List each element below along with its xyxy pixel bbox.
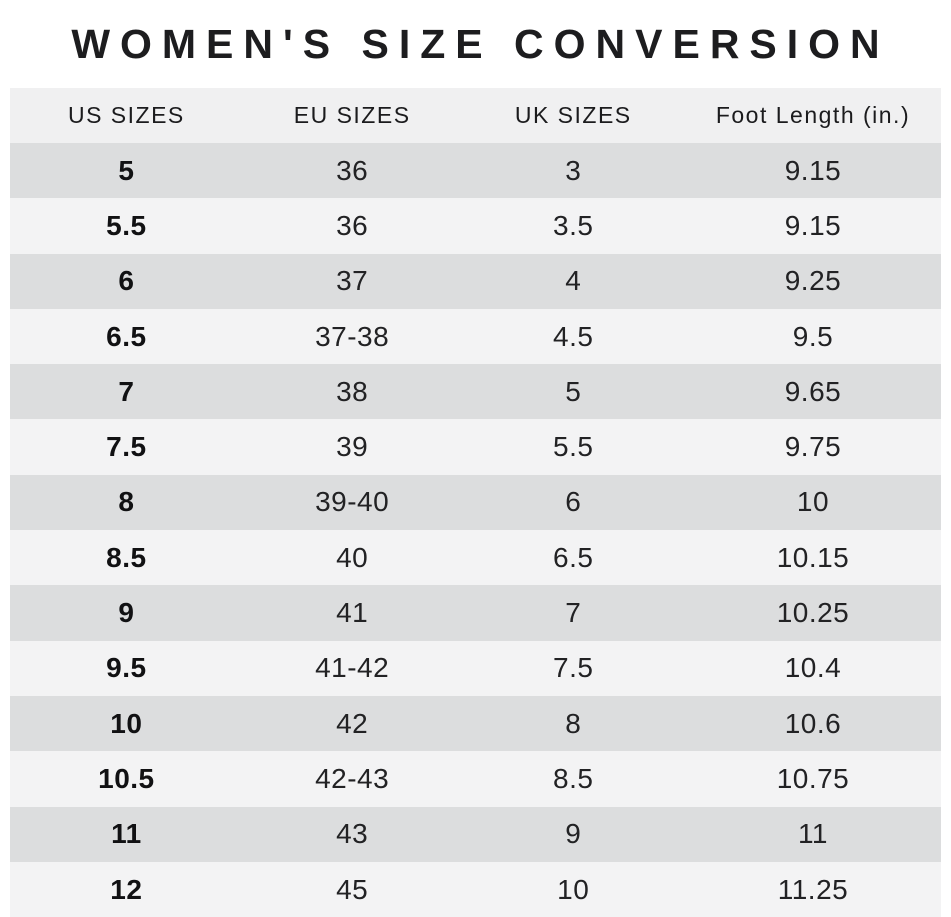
- foot-length-cell: 9.15: [784, 154, 842, 186]
- table-row: 10 42 8 10.6: [10, 695, 941, 752]
- column-header-eu-sizes: EU SIZES: [242, 88, 462, 143]
- uk-size-cell: 4.5: [553, 320, 594, 352]
- eu-size-cell: 38: [336, 375, 369, 407]
- us-size-cell: 8.5: [106, 541, 147, 573]
- uk-size-cell: 7.5: [553, 652, 594, 684]
- table-row: 6.5 37-38 4.5 9.5: [10, 308, 941, 365]
- table-row: 7 38 5 9.65: [10, 364, 941, 420]
- us-size-cell: 6.5: [106, 320, 147, 352]
- title-bar: WOMEN'S SIZE CONVERSION: [0, 0, 951, 88]
- uk-size-cell: 8.5: [553, 762, 594, 794]
- size-conversion-table: US SIZES EU SIZES UK SIZES Foot Length (…: [10, 88, 941, 917]
- foot-length-cell: 11.25: [777, 873, 849, 905]
- uk-size-cell: 5: [565, 375, 582, 407]
- eu-size-cell: 41-42: [315, 652, 390, 684]
- foot-length-cell: 9.25: [784, 265, 842, 297]
- table-row: 6 37 4 9.25: [10, 253, 941, 309]
- column-header-us-sizes: US SIZES: [10, 88, 243, 143]
- page-title: WOMEN'S SIZE CONVERSION: [71, 20, 890, 67]
- table-row: 5.5 36 3.5 9.15: [10, 198, 941, 254]
- uk-size-cell: 10: [557, 873, 590, 905]
- eu-size-cell: 40: [336, 541, 369, 573]
- us-size-cell: 9: [118, 597, 135, 629]
- eu-size-cell: 36: [336, 154, 369, 186]
- uk-size-cell: 8: [565, 707, 582, 739]
- us-size-cell: 9.5: [106, 652, 147, 684]
- uk-size-cell: 3.5: [553, 209, 594, 241]
- foot-length-cell: 9.75: [784, 431, 842, 463]
- foot-length-cell: 11: [797, 818, 829, 850]
- eu-size-cell: 42: [336, 707, 369, 739]
- eu-size-cell: 39-40: [315, 486, 390, 518]
- eu-size-cell: 37-38: [315, 320, 390, 352]
- uk-size-cell: 5.5: [553, 431, 594, 463]
- us-size-cell: 8: [118, 486, 135, 518]
- us-size-cell: 10.5: [98, 762, 155, 794]
- table-row: 12 45 10 11.25: [10, 861, 941, 917]
- table-row: 11 43 9 11: [10, 806, 941, 862]
- us-size-cell: 6: [118, 265, 135, 297]
- size-table-body: 5 36 3 9.15 5.5 36 3.5 9.15 6 37 4 9.25 6.5 37-38 4.5 9…: [10, 143, 941, 917]
- foot-length-cell: 9.15: [784, 209, 842, 241]
- eu-size-cell: 36: [336, 209, 369, 241]
- uk-size-cell: 7: [565, 597, 582, 629]
- eu-size-cell: 42-43: [315, 762, 390, 794]
- uk-size-cell: 3: [565, 154, 582, 186]
- uk-size-cell: 6: [565, 486, 582, 518]
- table-row: 9.5 41-42 7.5 10.4: [10, 640, 941, 696]
- foot-length-cell: 10.25: [776, 597, 850, 629]
- column-header-uk-sizes: UK SIZES: [461, 88, 685, 143]
- uk-size-cell: 9: [565, 818, 582, 850]
- us-size-cell: 7: [118, 375, 135, 407]
- us-size-cell: 10: [110, 707, 143, 739]
- uk-size-cell: 6.5: [553, 541, 594, 573]
- eu-size-cell: 43: [336, 818, 369, 850]
- table-row: 10.5 42-43 8.5 10.75: [10, 751, 941, 807]
- us-size-cell: 11: [111, 818, 142, 850]
- us-size-cell: 5: [118, 154, 135, 186]
- us-size-cell: 12: [110, 873, 143, 905]
- table-row: 9 41 7 10.25: [10, 585, 941, 641]
- eu-size-cell: 37: [336, 265, 369, 297]
- foot-length-cell: 10.4: [784, 652, 842, 684]
- foot-length-cell: 9.65: [784, 375, 842, 407]
- table-row: 8 39-40 6 10: [10, 474, 941, 531]
- eu-size-cell: 45: [336, 873, 369, 905]
- us-size-cell: 5.5: [106, 209, 147, 241]
- foot-length-cell: 9.5: [792, 320, 834, 352]
- foot-length-cell: 10.75: [776, 762, 850, 794]
- header-row: US SIZES EU SIZES UK SIZES Foot Length (…: [10, 88, 941, 143]
- eu-size-cell: 39: [336, 431, 369, 463]
- foot-length-cell: 10.15: [776, 541, 850, 573]
- column-header-foot-length: Foot Length (in.): [684, 88, 941, 143]
- foot-length-cell: 10.6: [784, 707, 842, 739]
- table-header: US SIZES EU SIZES UK SIZES Foot Length (…: [10, 88, 941, 143]
- table-row: 7.5 39 5.5 9.75: [10, 419, 941, 475]
- foot-length-cell: 10: [796, 486, 830, 518]
- table-row: 8.5 40 6.5 10.15: [10, 530, 941, 586]
- us-size-cell: 7.5: [106, 431, 147, 463]
- table-row: 5 36 3 9.15: [10, 143, 941, 199]
- eu-size-cell: 41: [336, 597, 369, 629]
- uk-size-cell: 4: [565, 265, 582, 297]
